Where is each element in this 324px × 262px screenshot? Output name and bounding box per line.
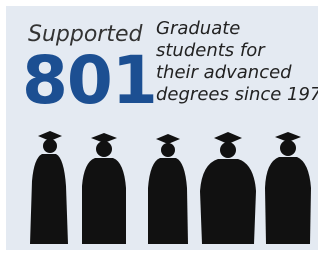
graduate (148, 134, 188, 244)
graduate (30, 131, 68, 244)
graduate (82, 133, 126, 244)
page: Supported 801 Graduate students for thei… (0, 6, 324, 262)
graduate (265, 132, 311, 244)
graduate (200, 132, 256, 244)
infographic-card: Supported 801 Graduate students for thei… (6, 6, 318, 250)
graduates-illustration (6, 6, 318, 250)
graduate-silhouettes (30, 131, 311, 244)
